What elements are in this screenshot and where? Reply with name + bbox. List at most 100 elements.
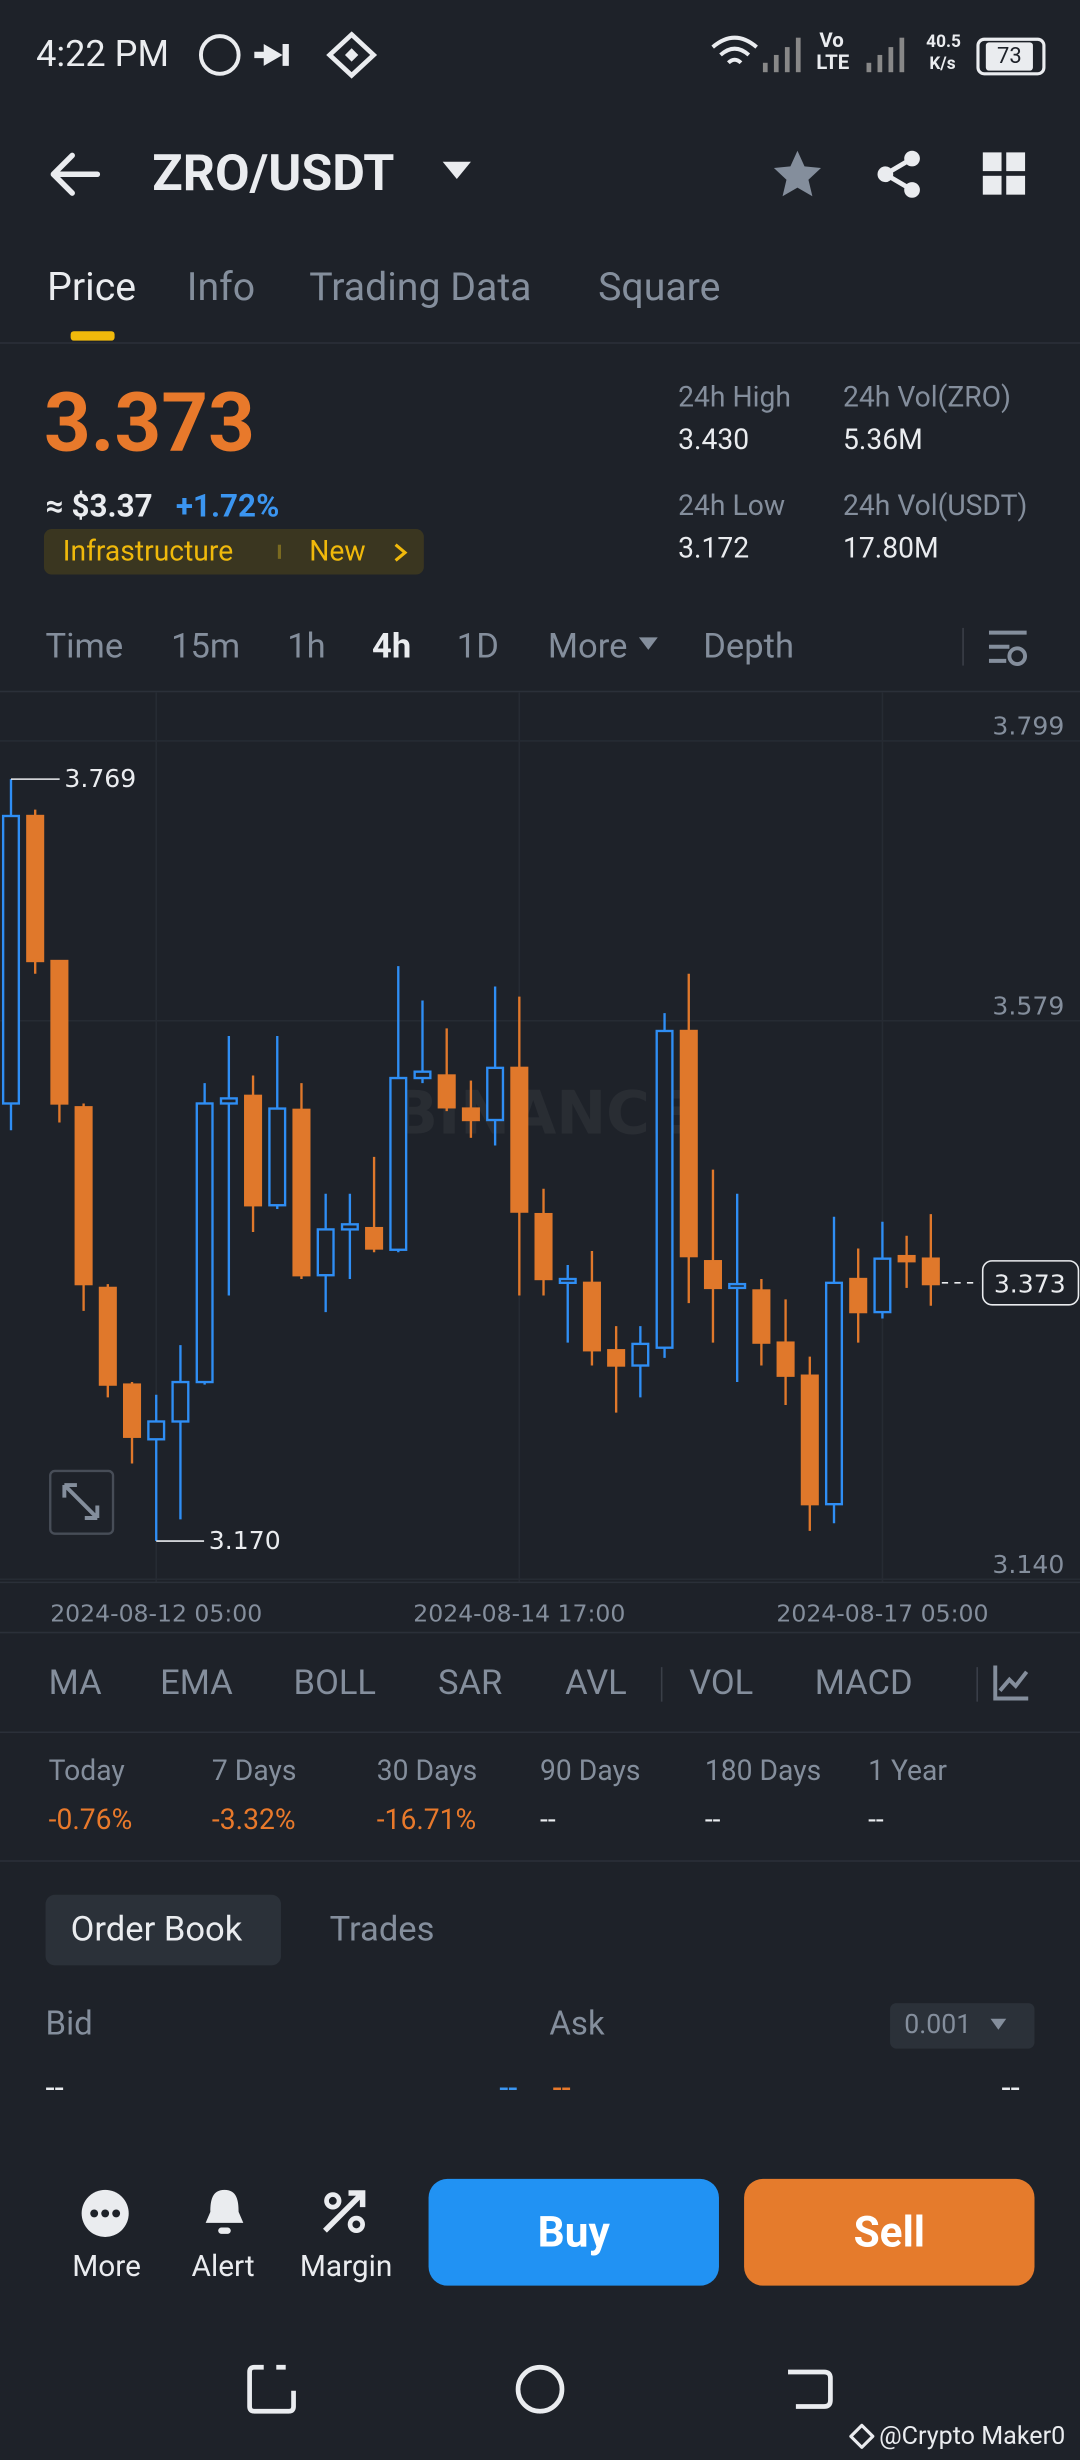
perf-change: -16.71% [376, 1803, 477, 1837]
tag-pill[interactable]: Infrastructure New [43, 529, 424, 575]
candle-body [873, 1257, 892, 1314]
precision-dropdown [990, 2018, 1007, 2030]
fullscreen-button[interactable] [49, 1469, 115, 1535]
nav-recents[interactable] [245, 2363, 298, 2416]
candle-body [582, 1281, 601, 1352]
candle-body [365, 1226, 384, 1250]
orderbook-tab: Order Book [70, 1910, 243, 1950]
candle-body [679, 1029, 698, 1258]
chart-settings[interactable] [987, 628, 1028, 669]
divider [0, 1860, 1080, 1862]
candle-body [897, 1254, 916, 1263]
sell-button[interactable]: Sell [744, 2178, 1035, 2286]
indicator[interactable]: BOLL [293, 1663, 377, 1704]
buy-label: Buy [537, 2207, 610, 2258]
interval[interactable]: More [547, 627, 628, 668]
interval[interactable]: 15m [171, 627, 241, 668]
perf-change: -- [540, 1803, 556, 1837]
back-button[interactable] [47, 151, 104, 198]
orderbook-tab[interactable]: Trades [329, 1910, 435, 1950]
indicator[interactable]: MACD [814, 1663, 913, 1704]
action-label[interactable]: Alert [191, 2247, 255, 2285]
last-price-box [981, 1260, 1080, 1306]
indicator[interactable]: EMA [160, 1663, 233, 1704]
separator [660, 1667, 663, 1702]
candle-body [728, 1282, 747, 1290]
tab[interactable]: Price [47, 265, 137, 311]
candle-body [268, 1107, 287, 1207]
stat-label: 24h High [678, 381, 791, 415]
candle-body [655, 1029, 674, 1349]
alert-icon[interactable] [201, 2187, 248, 2237]
precision-select[interactable]: 0.001 [890, 2003, 1035, 2049]
divider [0, 342, 1080, 344]
candle-body [703, 1260, 722, 1290]
divider [0, 690, 1080, 693]
candle-body [147, 1420, 166, 1441]
x-tick-label: 2024-08-17 05:00 [776, 1600, 988, 1628]
candle-body [292, 1108, 311, 1277]
interval[interactable]: Time [45, 627, 124, 668]
interval[interactable]: 1D [456, 627, 499, 668]
separator [962, 627, 964, 666]
sell-label: Sell [853, 2207, 926, 2258]
candle-body [752, 1289, 771, 1344]
candle-body [437, 1074, 456, 1109]
candle-body [219, 1097, 238, 1105]
tab-indicator [70, 331, 115, 341]
candle-body [558, 1277, 577, 1285]
stat-label: 24h Low [678, 489, 786, 523]
candle-body [50, 959, 69, 1105]
candle-body [776, 1341, 795, 1377]
candle-body [631, 1342, 650, 1367]
candle-body [195, 1102, 214, 1384]
tab[interactable]: Info [186, 265, 256, 311]
candle-body [800, 1374, 819, 1506]
indicator[interactable]: MA [48, 1663, 102, 1704]
candle-body [122, 1383, 142, 1438]
candle-body [26, 814, 45, 963]
tag-badge: New [309, 535, 366, 569]
indicator-settings[interactable] [992, 1664, 1030, 1702]
nav-home[interactable] [513, 2363, 566, 2416]
tab[interactable]: Square [598, 265, 721, 311]
share-button[interactable] [874, 149, 924, 199]
interval[interactable]: Depth [703, 627, 794, 668]
status-time: 4:22 PM [36, 32, 169, 76]
indicator[interactable]: AVL [565, 1663, 627, 1704]
orderbook-tab-active[interactable]: Order Book [45, 1894, 281, 1966]
indicator[interactable]: SAR [437, 1663, 503, 1704]
candle-body [849, 1277, 868, 1314]
perf-period: 90 Days [540, 1755, 641, 1789]
y-tick-label: 3.799 [992, 712, 1064, 741]
action-label[interactable]: Margin [299, 2247, 393, 2285]
battery-level: 73 [985, 42, 1033, 71]
divider [0, 1731, 1080, 1734]
stat-value: 3.172 [678, 532, 750, 566]
more-icon[interactable] [80, 2188, 130, 2238]
nav-back[interactable] [783, 2363, 836, 2416]
stat-label: 24h Vol(ZRO) [842, 381, 1011, 415]
bid-header: Bid [45, 2006, 93, 2044]
perf-change: -- [868, 1803, 884, 1837]
high-label: 3.769 [64, 764, 136, 793]
status-network: Vo [819, 29, 844, 54]
menu-grid[interactable] [982, 152, 1027, 196]
action-label[interactable]: More [72, 2247, 141, 2285]
interval[interactable]: 4h [372, 627, 412, 668]
perf-period: 30 Days [376, 1755, 478, 1789]
ask-header: Ask [549, 2006, 605, 2044]
stat-value: 17.80M [842, 532, 939, 566]
margin-icon[interactable] [320, 2188, 370, 2235]
indicator[interactable]: VOL [689, 1663, 754, 1704]
more-dropdown [638, 637, 658, 650]
pair-dropdown[interactable] [441, 160, 472, 182]
buy-button[interactable]: Buy [428, 2178, 719, 2286]
favorite-star[interactable] [772, 149, 822, 199]
perf-change: -- [704, 1803, 721, 1837]
tab[interactable]: Trading Data [309, 265, 532, 311]
status-speed: 40.5 [926, 31, 961, 52]
interval[interactable]: 1h [287, 627, 326, 668]
pair-title[interactable]: ZRO/USDT [152, 142, 395, 203]
